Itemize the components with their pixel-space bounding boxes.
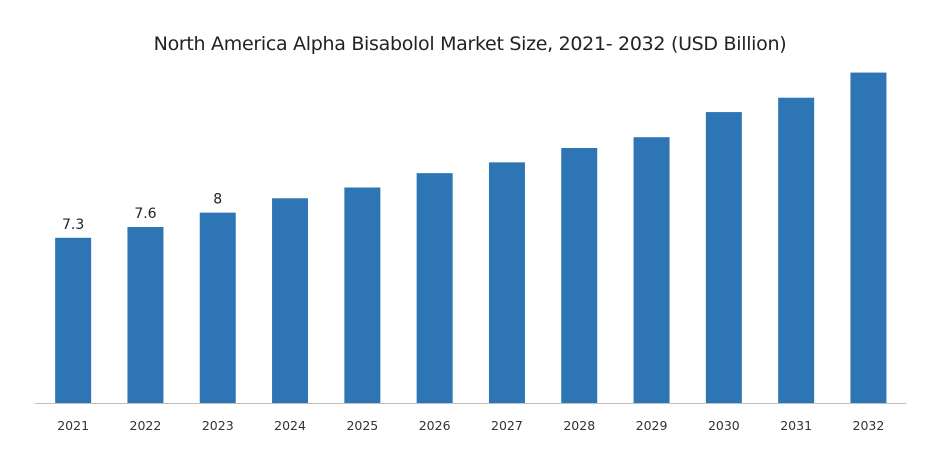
x-tick-label: 2029 (636, 418, 668, 433)
bar-2025 (344, 187, 381, 403)
x-tick-label: 2023 (202, 418, 234, 433)
bar-2023 (199, 212, 236, 403)
x-tick-label: 2024 (274, 418, 306, 433)
bar-2022 (127, 227, 164, 403)
x-tick-label: 2028 (563, 418, 595, 433)
bar-2032 (850, 72, 887, 403)
data-label: 7.3 (62, 217, 84, 233)
x-tick-label: 2030 (708, 418, 740, 433)
x-tick-label: 2022 (130, 418, 162, 433)
x-tick-label: 2025 (346, 418, 378, 433)
data-label: 7.6 (134, 206, 156, 222)
bar-2027 (488, 162, 525, 403)
bar-2026 (416, 173, 453, 403)
bar-2021 (55, 237, 92, 403)
x-tick-label: 2027 (491, 418, 523, 433)
bar-2031 (778, 97, 815, 404)
x-tick-label: 2021 (57, 418, 89, 433)
x-tick-label: 2031 (780, 418, 812, 433)
x-tick-label: 2026 (419, 418, 451, 433)
bar-2030 (705, 112, 742, 403)
bar-2028 (561, 147, 598, 403)
x-tick-label: 2032 (853, 418, 885, 433)
bar-2024 (272, 198, 309, 403)
chart-title: North America Alpha Bisabolol Market Siz… (153, 33, 787, 55)
bar-2029 (633, 137, 670, 403)
data-label: 8 (213, 192, 222, 208)
